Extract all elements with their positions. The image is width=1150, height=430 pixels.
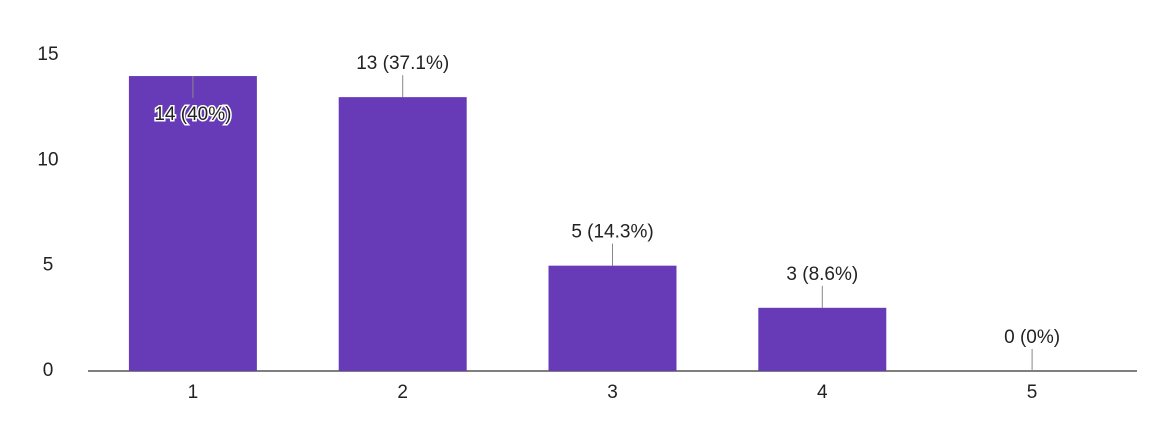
x-tick-label: 4 xyxy=(817,382,828,403)
value-label: 14 (40%) xyxy=(154,104,231,125)
value-label: 5 (14.3%) xyxy=(571,222,653,243)
value-label: 3 (8.6%) xyxy=(786,264,858,285)
bar xyxy=(758,307,887,371)
y-tick-label: 5 xyxy=(43,255,54,276)
x-tick-label: 2 xyxy=(397,382,408,403)
y-tick-label: 10 xyxy=(37,149,58,170)
value-label: 0 (0%) xyxy=(1004,327,1060,348)
x-tick-label: 5 xyxy=(1027,382,1038,403)
value-label: 13 (37.1%) xyxy=(356,53,449,74)
x-tick-label: 3 xyxy=(607,382,618,403)
bar xyxy=(338,97,467,371)
x-tick-label: 1 xyxy=(188,382,199,403)
bar xyxy=(128,76,257,372)
y-tick-label: 15 xyxy=(37,44,58,65)
y-tick-label: 0 xyxy=(43,360,54,381)
bar xyxy=(548,265,677,371)
